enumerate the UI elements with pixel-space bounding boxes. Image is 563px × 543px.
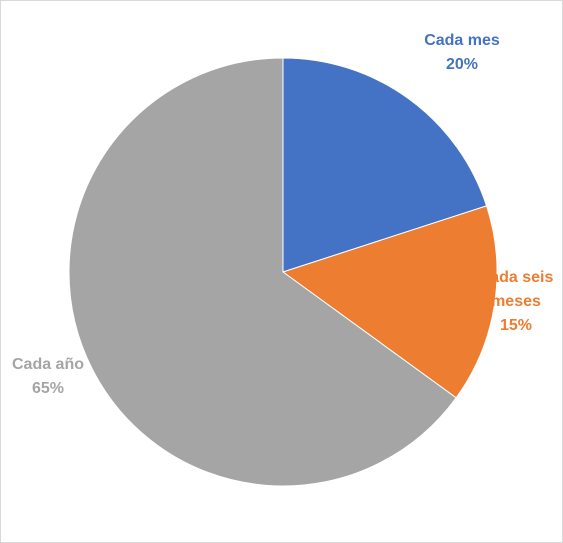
pie-slice (281, 205, 498, 399)
value-label: 15% (499, 317, 533, 334)
category-label: Cada seis meses (478, 269, 554, 310)
pie-slice (282, 57, 488, 273)
category-label: Cada mes (424, 32, 500, 49)
data-label: Cada seis meses 15% (471, 266, 561, 338)
value-label: 20% (445, 56, 479, 73)
data-label: Cada mes 20% (417, 29, 507, 77)
pie-slice (68, 57, 457, 487)
category-label: Cada año (11, 356, 84, 373)
value-label: 65% (31, 380, 65, 397)
data-label: Cada año 65% (3, 353, 93, 401)
